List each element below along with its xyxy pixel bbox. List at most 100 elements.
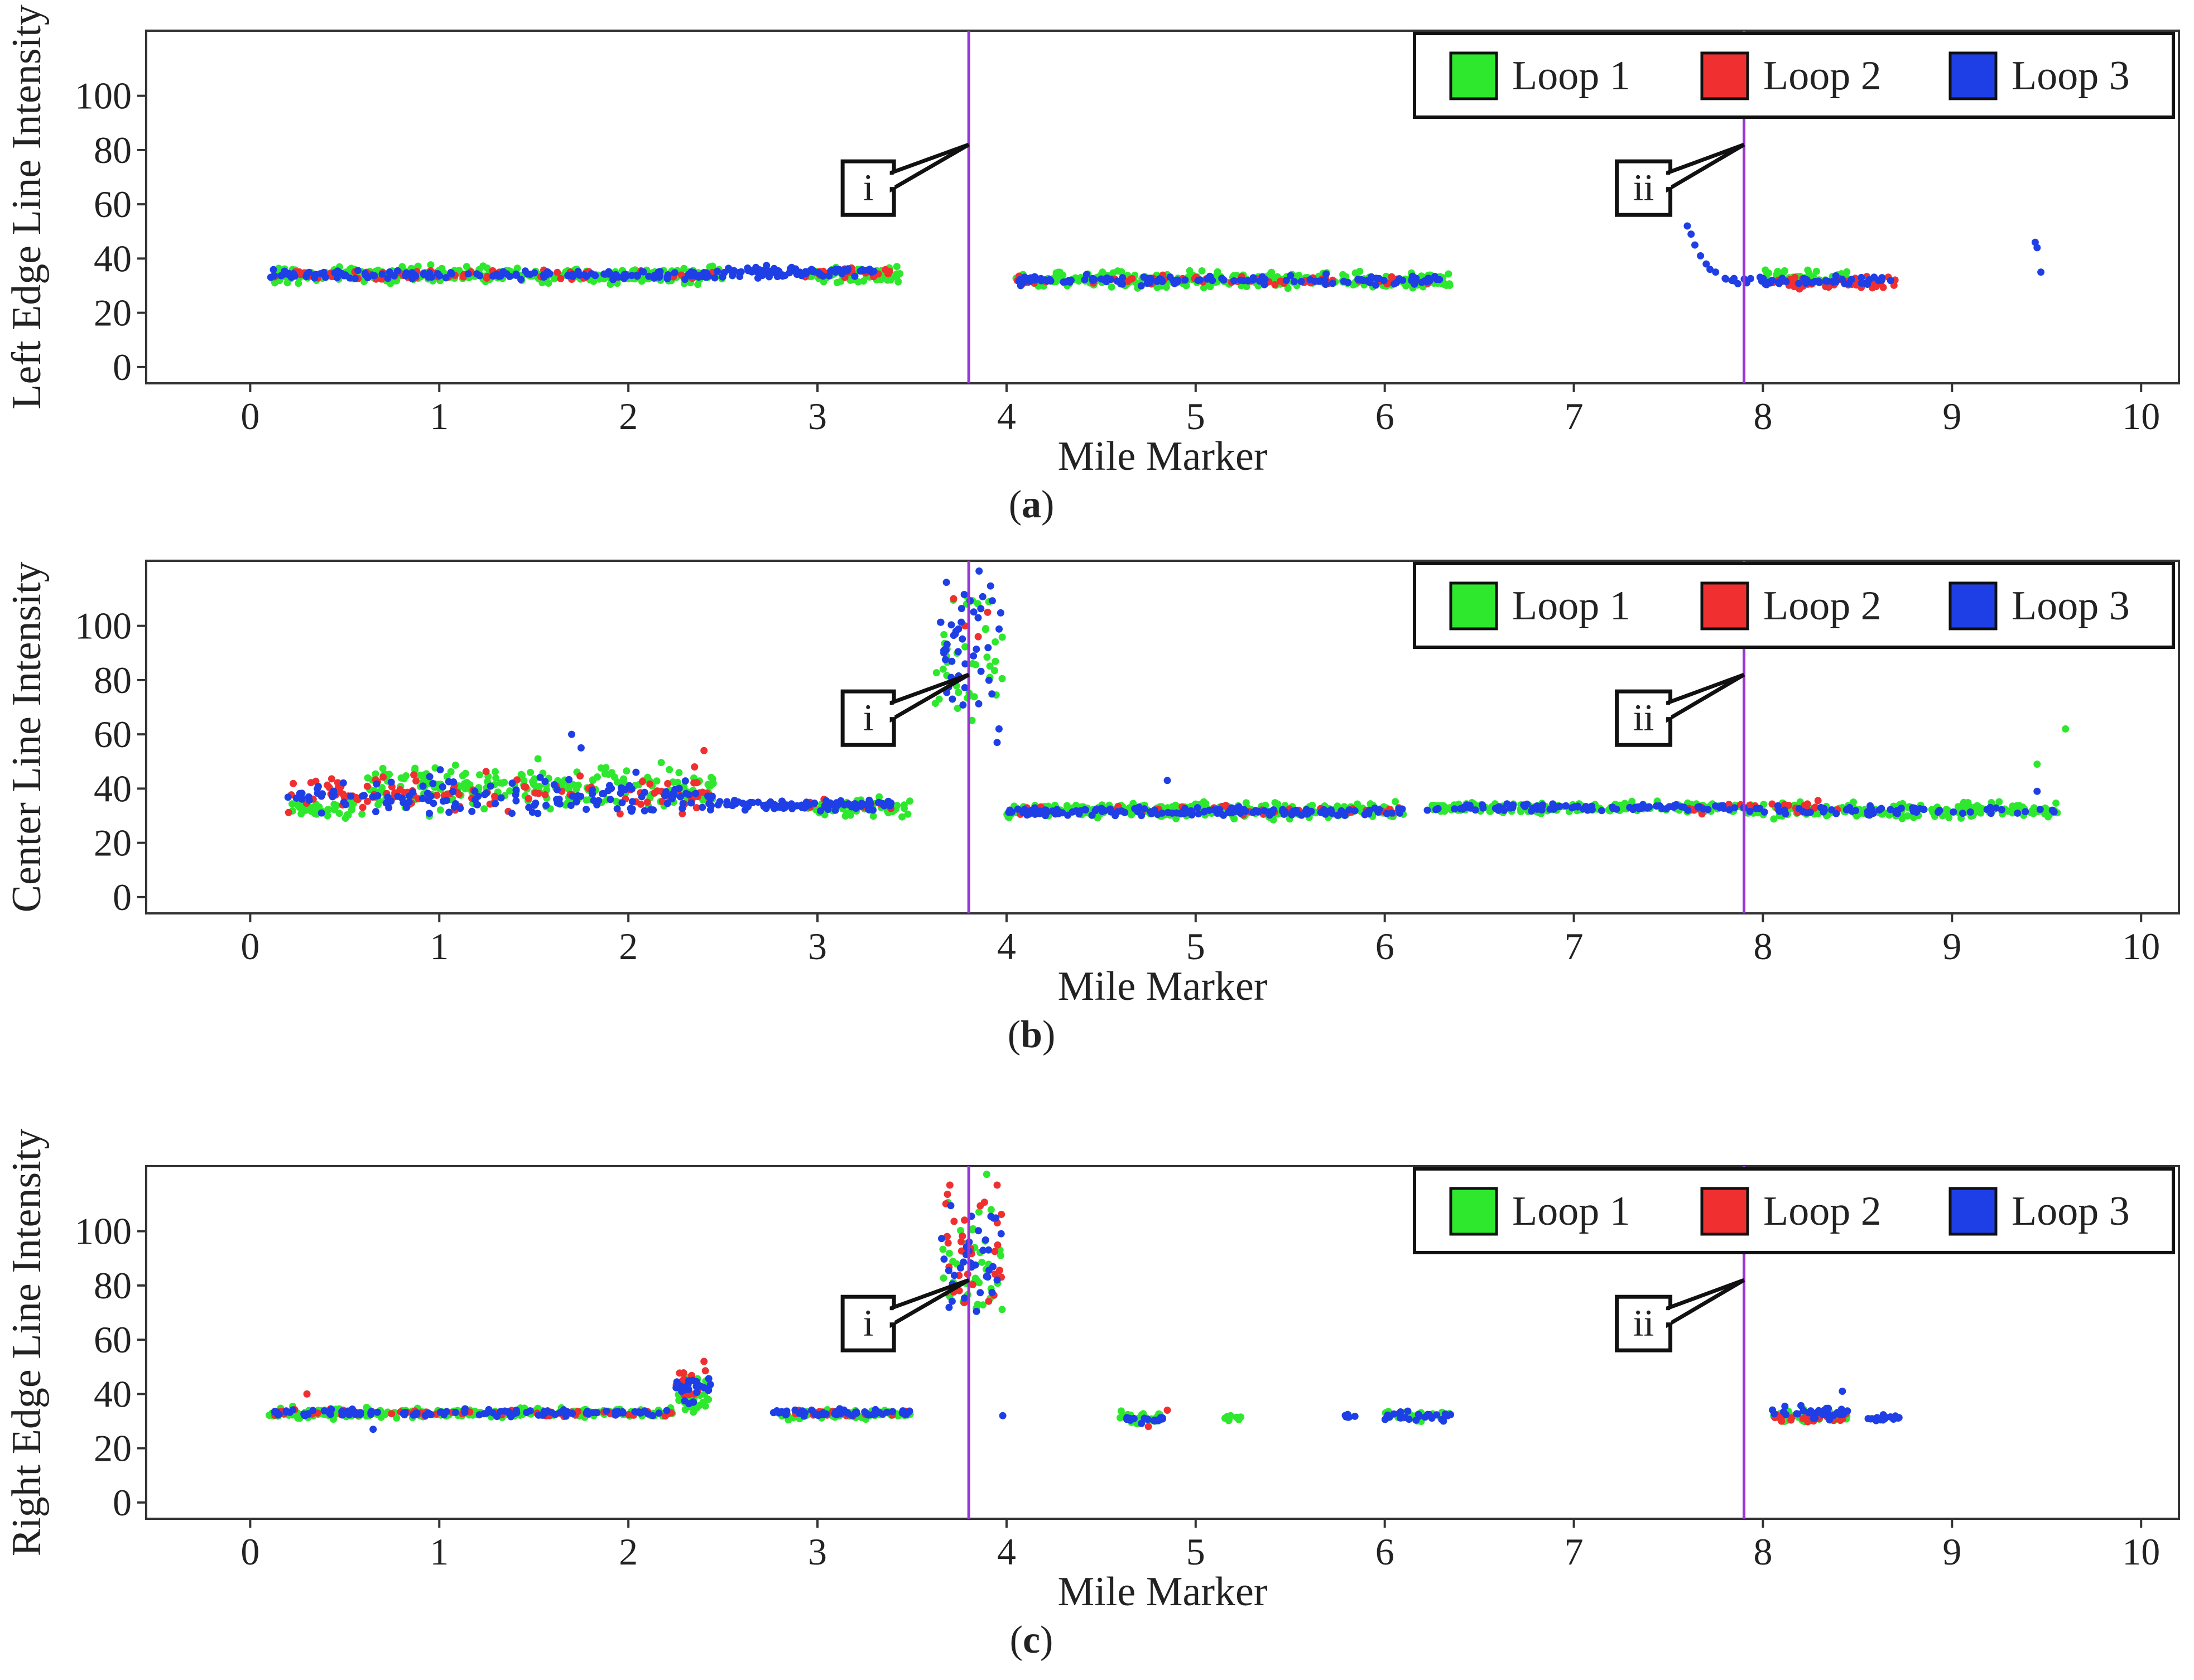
data-point <box>512 791 519 798</box>
data-point <box>487 782 494 790</box>
data-point <box>1069 808 1076 816</box>
data-point <box>1768 800 1776 808</box>
data-point <box>1872 1417 1880 1424</box>
data-point <box>838 269 846 277</box>
y-tick-label: 60 <box>94 1318 132 1361</box>
legend-swatch <box>1449 51 1498 100</box>
data-point <box>893 263 901 271</box>
data-point <box>506 787 514 795</box>
data-point <box>851 272 859 280</box>
data-point <box>481 791 489 798</box>
data-point <box>329 793 336 801</box>
data-point <box>939 665 947 673</box>
data-point <box>1252 807 1260 815</box>
data-point <box>997 1230 1005 1238</box>
legend-swatch <box>1700 581 1749 630</box>
data-point <box>1399 276 1407 284</box>
data-point <box>363 782 371 790</box>
data-point <box>577 744 585 752</box>
data-point <box>1639 801 1647 808</box>
x-tick-label: 1 <box>430 395 449 437</box>
data-point <box>822 1410 830 1418</box>
data-point <box>992 657 999 665</box>
data-point <box>1043 808 1051 816</box>
data-point <box>1433 276 1441 283</box>
data-point <box>1814 797 1822 805</box>
data-point <box>1795 280 1803 287</box>
data-point <box>948 657 956 665</box>
series-loop-3 <box>267 222 2045 290</box>
data-point <box>1663 805 1671 812</box>
data-point <box>1396 809 1403 817</box>
data-point <box>1121 808 1129 816</box>
data-point <box>1008 808 1016 816</box>
data-point <box>1691 241 1699 249</box>
data-point <box>767 798 774 806</box>
data-point <box>1653 802 1661 810</box>
data-point <box>744 803 752 811</box>
data-point <box>1123 1415 1131 1422</box>
data-point <box>628 785 636 793</box>
data-point <box>320 268 328 276</box>
data-point <box>943 641 951 648</box>
data-point <box>864 806 872 813</box>
data-point <box>535 1411 542 1419</box>
panel-caption: (a) <box>1009 483 1055 526</box>
y-tick-label: 40 <box>94 1373 132 1415</box>
data-point <box>1280 808 1288 815</box>
data-point <box>990 1214 998 1222</box>
data-point <box>497 794 505 802</box>
y-tick-label: 0 <box>113 346 132 388</box>
data-point <box>694 281 702 288</box>
data-point <box>711 274 719 282</box>
x-tick-label: 5 <box>1186 1530 1205 1573</box>
data-point <box>973 1307 980 1315</box>
data-point <box>992 638 999 646</box>
data-point <box>491 792 498 800</box>
callout-join <box>889 175 895 187</box>
y-tick-label: 20 <box>94 292 132 334</box>
data-point <box>1127 810 1134 817</box>
callout-join <box>889 1310 895 1323</box>
data-point <box>854 278 862 286</box>
data-point <box>287 271 295 279</box>
data-point <box>410 771 418 779</box>
data-point <box>1816 278 1823 286</box>
data-point <box>1746 807 1754 815</box>
data-point <box>798 801 806 809</box>
callout-ii: ii <box>1615 142 1745 217</box>
data-point <box>589 777 596 784</box>
data-point <box>1091 807 1099 815</box>
data-point <box>944 1191 951 1198</box>
data-point <box>1195 810 1202 817</box>
data-point <box>553 796 561 803</box>
data-point <box>980 1198 988 1206</box>
data-point <box>900 801 908 809</box>
callout-label: ii <box>1633 1302 1654 1344</box>
data-point <box>995 725 1003 733</box>
data-point <box>359 803 367 811</box>
data-point <box>1106 806 1114 814</box>
data-point <box>450 803 458 811</box>
data-point <box>639 268 647 276</box>
data-point <box>984 608 992 616</box>
callout-label: i <box>863 166 874 209</box>
data-point <box>317 809 325 817</box>
data-point <box>1828 806 1836 813</box>
data-point <box>523 1409 531 1416</box>
data-point <box>612 271 620 278</box>
data-point <box>1848 807 1856 815</box>
data-point <box>438 264 446 272</box>
data-point <box>1945 813 1953 821</box>
data-point <box>1060 278 1067 286</box>
data-point <box>271 279 279 287</box>
callout-label: i <box>863 1302 874 1344</box>
data-point <box>1187 807 1195 815</box>
data-point <box>978 1258 986 1266</box>
y-tick-label: 80 <box>94 129 132 171</box>
data-point <box>402 269 410 277</box>
data-point <box>394 792 402 800</box>
x-tick-label: 1 <box>430 925 449 967</box>
data-point <box>1568 804 1576 812</box>
